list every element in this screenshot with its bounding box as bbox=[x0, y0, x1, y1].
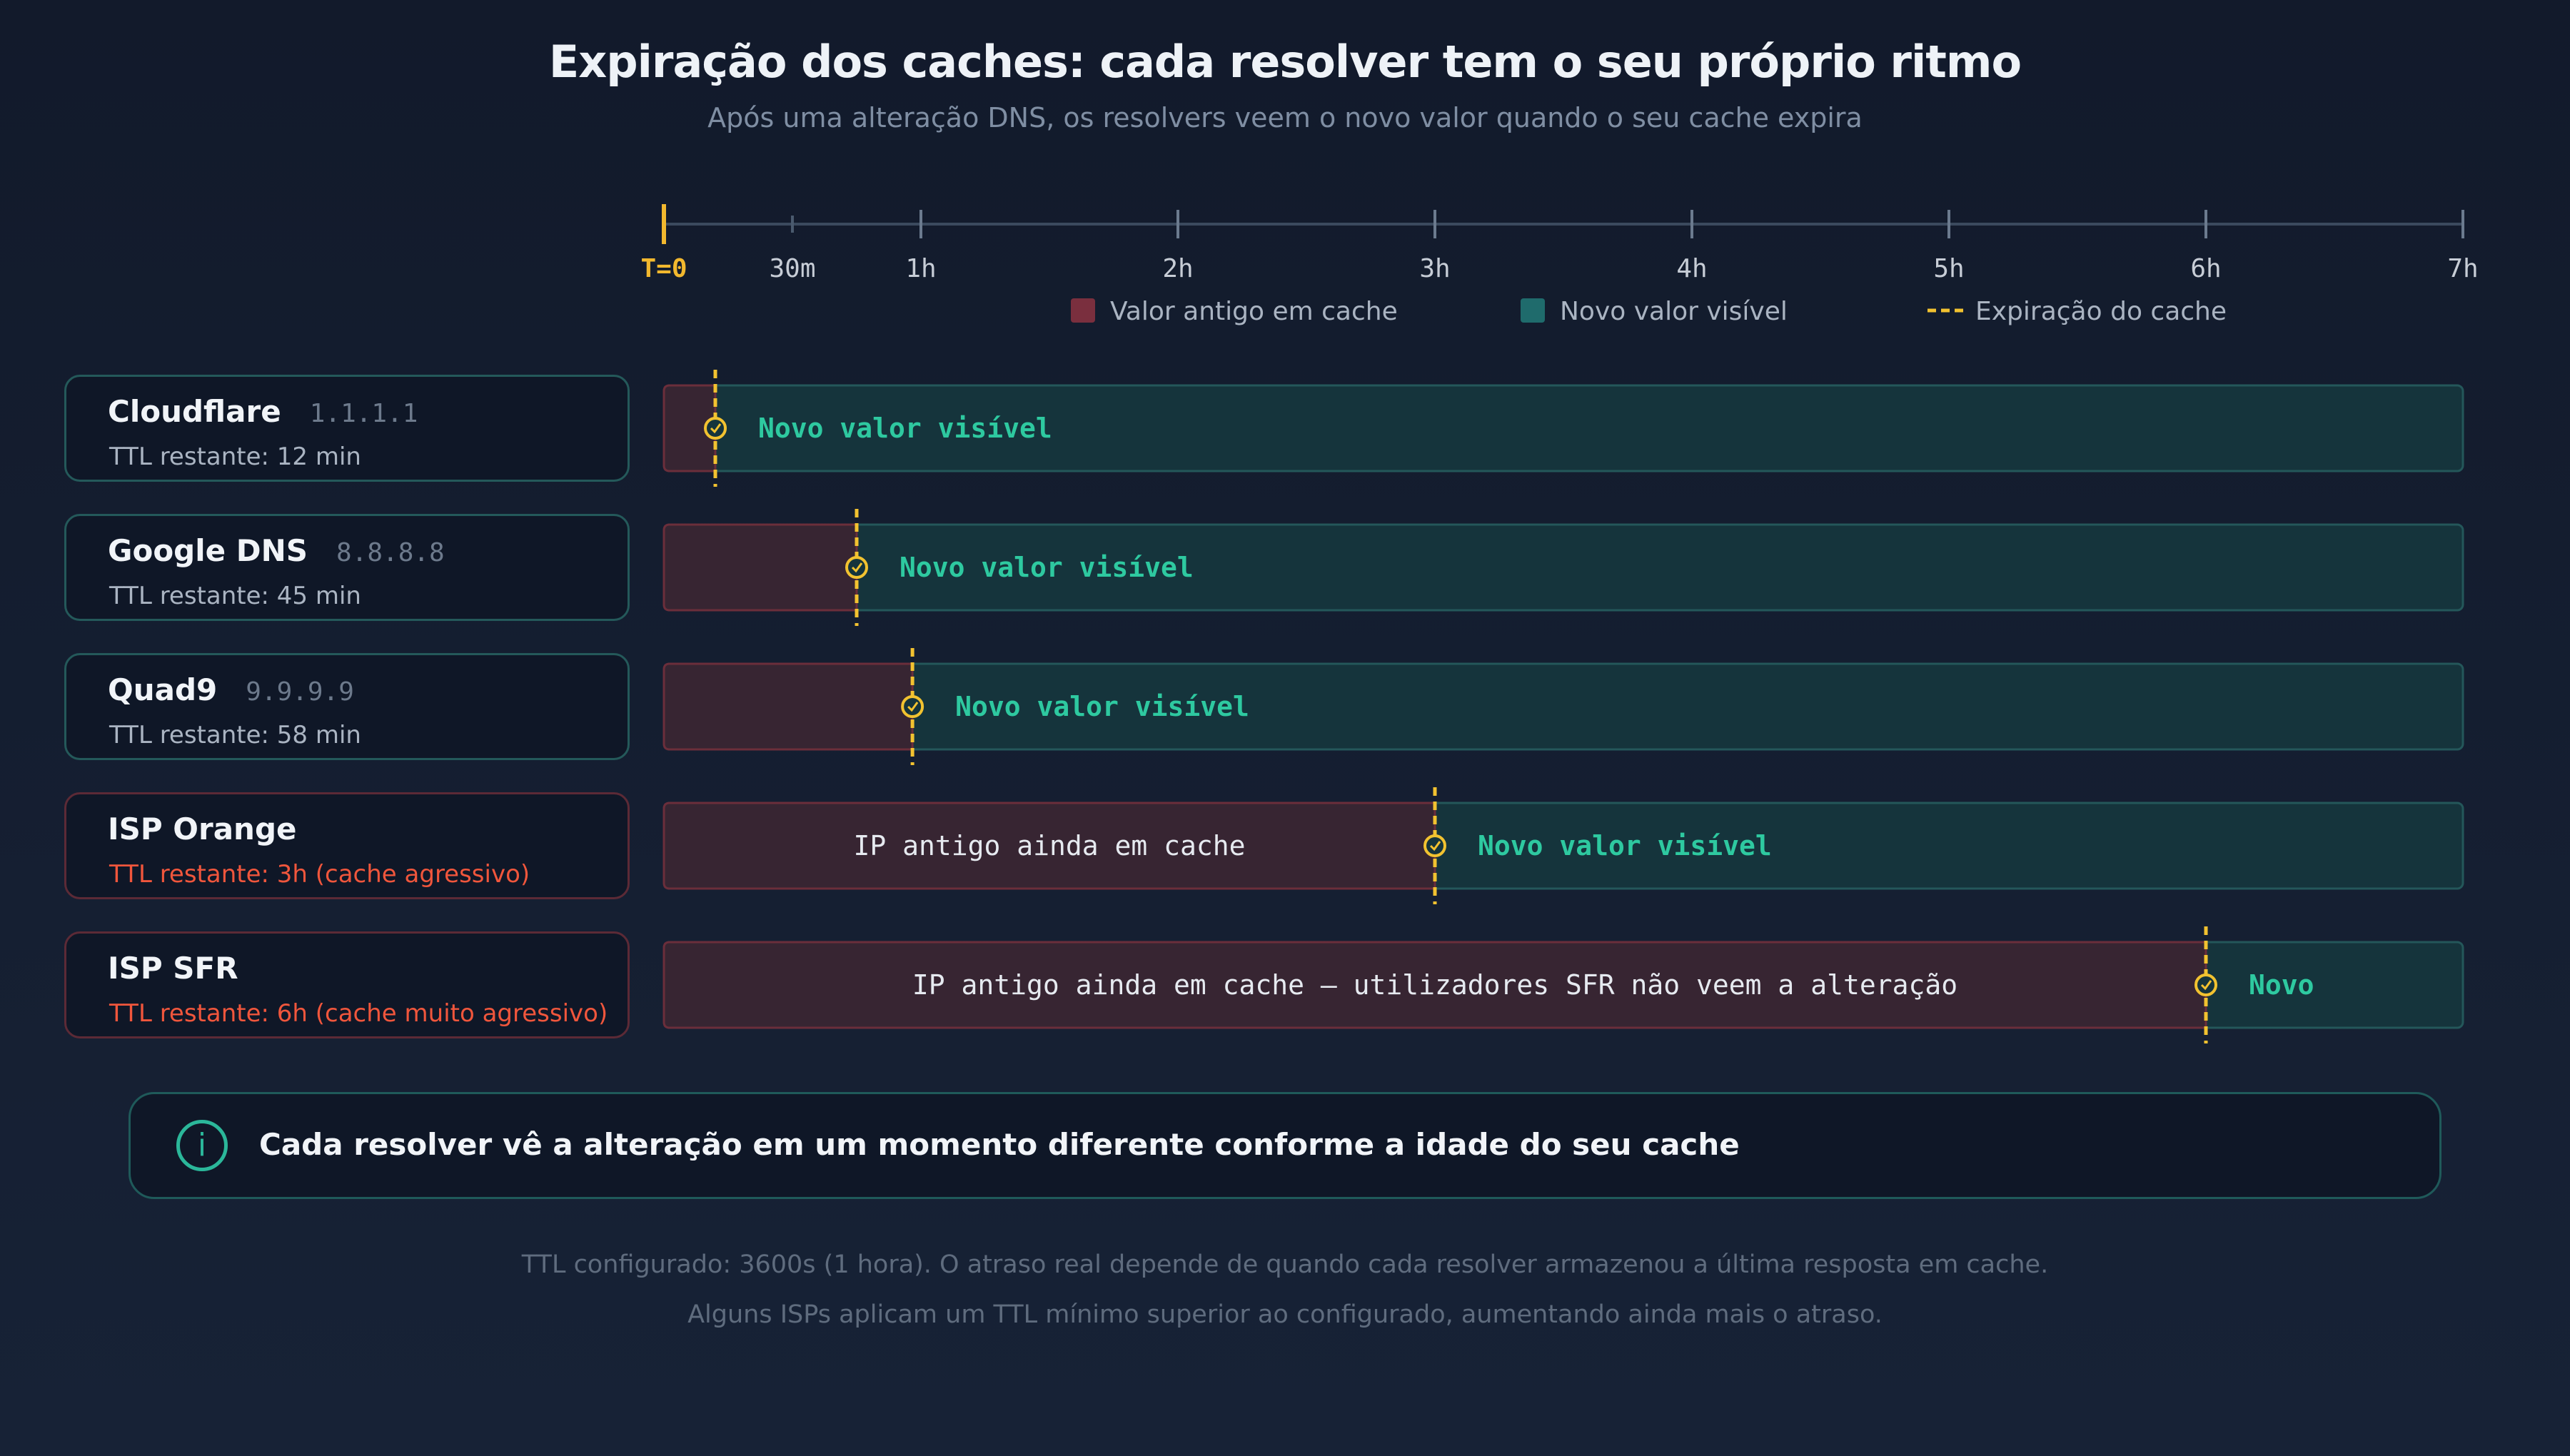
axis-tick-label: 7h bbox=[2447, 254, 2478, 283]
legend-label-expiry: Expiração do cache bbox=[1975, 297, 2227, 326]
resolver-ttl: TTL restante: 12 min bbox=[109, 443, 361, 471]
resolver-ip: 8.8.8.8 bbox=[336, 538, 445, 567]
legend-swatch-new bbox=[1521, 298, 1545, 323]
resolver-name: Google DNS 8.8.8.8 bbox=[108, 533, 445, 568]
resolver-ttl: TTL restante: 3h (cache agressivo) bbox=[109, 860, 530, 889]
old-value-bar bbox=[662, 802, 1436, 890]
resolver-ttl: TTL restante: 45 min bbox=[109, 582, 361, 610]
resolver-name-text: Google DNS bbox=[108, 533, 308, 568]
page-subtitle: Após uma alteração DNS, os resolvers vee… bbox=[707, 102, 1863, 133]
old-value-bar bbox=[662, 941, 2207, 1029]
legend-label-new: Novo valor visível bbox=[1560, 297, 1788, 326]
new-value-label: Novo valor visível bbox=[900, 552, 1194, 583]
new-value-bar bbox=[662, 662, 2464, 751]
info-banner: i Cada resolver vê a alteração em um mom… bbox=[128, 1092, 2442, 1199]
resolver-name: ISP SFR bbox=[108, 951, 238, 986]
new-value-label: Novo valor visível bbox=[1478, 830, 1772, 861]
check-icon bbox=[704, 417, 727, 440]
new-value-label: Novo bbox=[2249, 969, 2314, 1001]
axis-tick-label: 6h bbox=[2190, 254, 2221, 283]
resolver-card: Quad9 9.9.9.9 TTL restante: 58 min bbox=[64, 653, 630, 760]
page-title: Expiração dos caches: cada resolver tem … bbox=[548, 36, 2022, 88]
check-icon bbox=[845, 556, 868, 579]
timeline-row: Novo valor visível bbox=[662, 509, 2464, 626]
resolver-name-text: ISP SFR bbox=[108, 951, 238, 986]
new-value-label: Novo valor visível bbox=[758, 413, 1052, 444]
resolver-ttl: TTL restante: 6h (cache muito agressivo) bbox=[109, 999, 608, 1028]
timeline-row: Novo valor visível IP antigo ainda em cac… bbox=[662, 787, 2464, 904]
old-value-bar bbox=[662, 662, 914, 751]
timeline-row: Novo IP antigo ainda em cache — utilizado… bbox=[662, 926, 2464, 1043]
resolver-card: Google DNS 8.8.8.8 TTL restante: 45 min bbox=[64, 514, 630, 621]
check-icon bbox=[901, 695, 924, 718]
footer-note-2: Alguns ISPs aplicam um TTL mínimo superi… bbox=[687, 1300, 1883, 1329]
resolver-name-text: Quad9 bbox=[108, 672, 218, 707]
axis-tick-label: T=0 bbox=[640, 254, 687, 283]
legend-swatch-old bbox=[1071, 298, 1095, 323]
axis-tick-label: 2h bbox=[1162, 254, 1193, 283]
resolver-card: Cloudflare 1.1.1.1 TTL restante: 12 min bbox=[64, 375, 630, 482]
axis-tick-label: 3h bbox=[1419, 254, 1450, 283]
old-value-bar bbox=[662, 384, 717, 472]
new-value-label: Novo valor visível bbox=[955, 691, 1249, 722]
resolver-name-text: Cloudflare bbox=[108, 394, 281, 429]
axis-tick-label: 4h bbox=[1676, 254, 1707, 283]
timeline-chart: T=0 30m 1h 2h 3h 4h 5h 6h 7h Valor antigo em cac… bbox=[640, 204, 2479, 1043]
resolver-card: ISP SFR TTL restante: 6h (cache muito agr… bbox=[64, 931, 630, 1038]
footer-note-1: TTL configurado: 3600s (1 hora). O atras… bbox=[521, 1250, 2049, 1279]
resolver-name: ISP Orange bbox=[108, 812, 297, 846]
axis-tick-label: 1h bbox=[905, 254, 936, 283]
resolver-name-text: ISP Orange bbox=[108, 812, 297, 846]
axis-tick-label: 5h bbox=[1933, 254, 1964, 283]
resolver-name: Cloudflare 1.1.1.1 bbox=[108, 394, 418, 429]
resolver-name: Quad9 9.9.9.9 bbox=[108, 672, 354, 707]
timeline-row: Novo valor visível bbox=[662, 370, 2464, 487]
old-value-bar bbox=[662, 523, 858, 612]
resolver-ip: 1.1.1.1 bbox=[309, 399, 418, 428]
resolver-ttl: TTL restante: 58 min bbox=[109, 721, 361, 749]
check-icon bbox=[1423, 834, 1446, 857]
timeline-row: Novo valor visível bbox=[662, 648, 2464, 765]
old-value-label: IP antigo ainda em cache bbox=[853, 830, 1245, 861]
banner-message: Cada resolver vê a alteração em um momen… bbox=[259, 1127, 1740, 1162]
info-icon: i bbox=[176, 1120, 228, 1171]
resolver-ip: 9.9.9.9 bbox=[246, 677, 354, 707]
legend-label-old: Valor antigo em cache bbox=[1110, 297, 1398, 326]
resolver-card: ISP Orange TTL restante: 3h (cache agress… bbox=[64, 792, 630, 899]
check-icon bbox=[2194, 974, 2217, 996]
old-value-label: IP antigo ainda em cache — utilizadores … bbox=[912, 969, 1957, 1001]
axis-tick-label: 30m bbox=[769, 254, 815, 283]
